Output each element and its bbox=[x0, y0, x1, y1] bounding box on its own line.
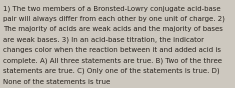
Text: complete. A) All three statements are true. B) Two of the three: complete. A) All three statements are tr… bbox=[3, 57, 222, 64]
Text: 1) The two members of a Bronsted-Lowry conjugate acid-base: 1) The two members of a Bronsted-Lowry c… bbox=[3, 5, 221, 12]
Text: are weak bases. 3) In an acid-base titration, the indicator: are weak bases. 3) In an acid-base titra… bbox=[3, 37, 204, 43]
Text: changes color when the reaction between it and added acid is: changes color when the reaction between … bbox=[3, 47, 221, 53]
Text: The majority of acids are weak acids and the majority of bases: The majority of acids are weak acids and… bbox=[3, 26, 223, 32]
Text: pair will always differ from each other by one unit of charge. 2): pair will always differ from each other … bbox=[3, 15, 225, 22]
Text: statements are true. C) Only one of the statements is true. D): statements are true. C) Only one of the … bbox=[3, 68, 220, 75]
Text: None of the statements is true: None of the statements is true bbox=[3, 78, 110, 84]
